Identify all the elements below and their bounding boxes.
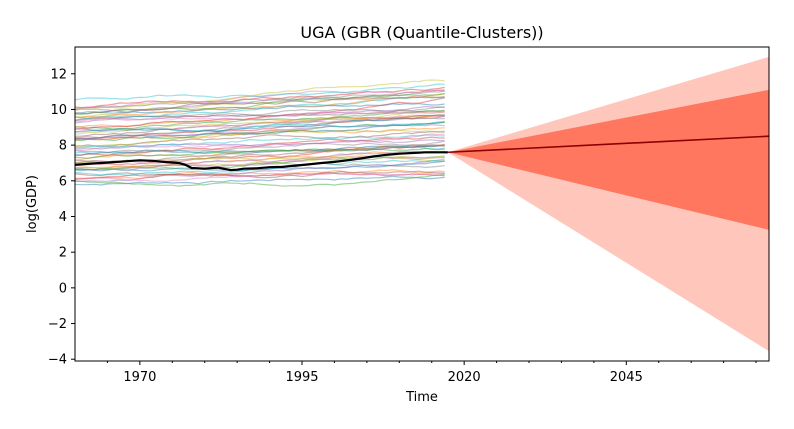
- comparison-series-line: [74, 173, 445, 187]
- comparison-series-line: [74, 95, 445, 118]
- comparison-series-line: [74, 123, 445, 140]
- y-tick-label: 6: [59, 174, 67, 189]
- chart-title: UGA (GBR (Quantile-Clusters)): [300, 23, 543, 42]
- y-axis: −4 −2 0 2 4 6 8 10 12: [48, 67, 75, 368]
- comparison-series-line: [74, 150, 445, 169]
- comparison-series-line: [74, 115, 445, 137]
- comparison-series-line: [74, 111, 445, 135]
- y-tick-label: 10: [50, 103, 67, 118]
- comparison-series-line: [74, 136, 445, 157]
- comparison-series-line: [74, 111, 445, 122]
- comparison-series-line: [74, 127, 445, 141]
- main-series-group: [74, 151, 448, 172]
- comparison-series-line: [74, 114, 445, 140]
- y-tick-label: 12: [50, 67, 67, 82]
- comparison-series-line: [74, 114, 445, 133]
- comparison-series-line: [74, 120, 445, 132]
- main-series-line: [74, 151, 448, 172]
- comparison-series-line: [75, 134, 445, 149]
- comparison-series-line: [74, 79, 445, 110]
- comparison-series-line: [74, 96, 445, 113]
- y-tick-label: 2: [59, 246, 67, 261]
- comparison-series-line: [75, 139, 445, 150]
- y-tick-label: 0: [59, 281, 67, 296]
- x-axis: 1970 1995 2020 2045: [106, 361, 757, 385]
- comparison-series-line: [74, 158, 445, 176]
- comparison-series-line: [74, 117, 445, 139]
- x-tick-label: 2045: [610, 370, 643, 385]
- x-axis-label: Time: [405, 390, 438, 405]
- comparison-series-line: [74, 143, 445, 167]
- y-tick-label: −4: [48, 353, 67, 368]
- comparison-series-line: [74, 93, 445, 116]
- comparison-series-line: [74, 102, 445, 114]
- comparison-series-line: [74, 109, 445, 130]
- comparison-series-line: [74, 147, 445, 159]
- x-tick-label: 1970: [123, 370, 156, 385]
- y-tick-label: 8: [59, 139, 67, 154]
- comparison-series-line: [74, 146, 445, 154]
- comparison-series-line: [74, 160, 445, 182]
- comparison-series-line: [74, 88, 445, 109]
- comparison-series-line: [74, 121, 445, 142]
- comparison-series-line: [74, 106, 445, 122]
- comparison-series-line: [74, 150, 445, 171]
- y-axis-label: log(GDP): [25, 175, 40, 233]
- comparison-series-line: [74, 96, 445, 120]
- comparison-series-line: [74, 97, 445, 130]
- comparison-series-line: [74, 160, 445, 172]
- comparison-series-line: [74, 175, 445, 186]
- comparison-series-line: [74, 86, 445, 111]
- y-tick-label: −2: [48, 317, 67, 332]
- comparison-series-line: [74, 144, 445, 156]
- comparison-series-group: [74, 79, 445, 187]
- comparison-series-line: [74, 89, 445, 115]
- comparison-series-line: [74, 142, 445, 154]
- comparison-series-line: [74, 156, 445, 171]
- comparison-series-line: [74, 114, 445, 128]
- comparison-series-line: [74, 155, 445, 167]
- comparison-series-line: [74, 105, 445, 124]
- x-tick-label: 1995: [285, 370, 318, 385]
- comparison-series-line: [74, 171, 445, 182]
- comparison-series-line: [74, 83, 445, 101]
- comparison-series-line: [74, 172, 445, 180]
- x-tick-label: 2020: [448, 370, 481, 385]
- comparison-series-line: [75, 130, 445, 147]
- forecast-median-line: [447, 135, 770, 154]
- comparison-series-line: [74, 170, 445, 179]
- comparison-series-line: [74, 144, 445, 160]
- comparison-series-line: [74, 93, 445, 119]
- comparison-series-line: [74, 133, 445, 152]
- comparison-series-line: [74, 128, 445, 148]
- comparison-series-line: [74, 162, 445, 171]
- forecast-group: [447, 56, 770, 352]
- comparison-series-line: [74, 90, 445, 109]
- comparison-series-line: [74, 121, 445, 140]
- plot-frame: [74, 46, 770, 362]
- comparison-series-line: [74, 114, 445, 133]
- comparison-series-line: [74, 109, 445, 121]
- forecast-inner-band: [447, 89, 769, 230]
- y-tick-label: 4: [59, 210, 67, 225]
- comparison-series-line: [74, 156, 445, 170]
- comparison-series-line: [74, 169, 445, 180]
